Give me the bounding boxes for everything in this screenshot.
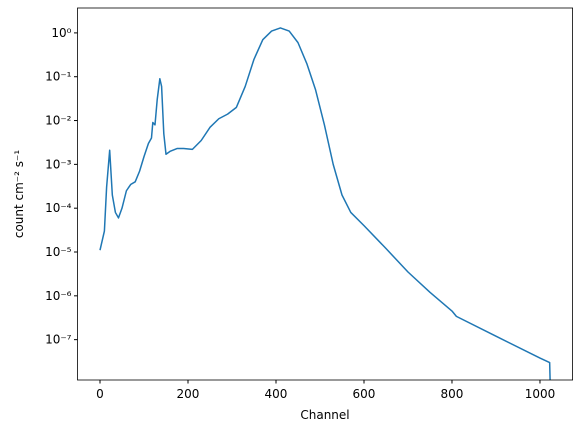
data-line [99, 27, 551, 381]
x-tick-label: 200 [177, 387, 200, 401]
x-tick-label: 0 [96, 387, 104, 401]
y-tick-label: 10⁻⁴ [45, 201, 72, 215]
plot-frame [77, 7, 574, 381]
y-tick-label: 10⁻¹ [45, 70, 72, 84]
x-axis-label: Channel [300, 408, 349, 422]
x-tick-label: 800 [441, 387, 464, 401]
y-tick-label: 10⁻⁷ [45, 333, 72, 347]
y-tick-label: 10⁻⁶ [45, 289, 72, 303]
x-tick-label: 1000 [525, 387, 556, 401]
y-tick-label: 10⁻⁵ [45, 245, 72, 259]
y-tick-label: 10⁻³ [45, 157, 72, 171]
y-tick-label: 10⁰ [51, 26, 71, 40]
y-tick-label: 10⁻² [45, 114, 72, 128]
x-tick-label: 600 [353, 387, 376, 401]
x-tick-label: 400 [265, 387, 288, 401]
y-axis-label: count cm⁻² s⁻¹ [12, 150, 26, 239]
